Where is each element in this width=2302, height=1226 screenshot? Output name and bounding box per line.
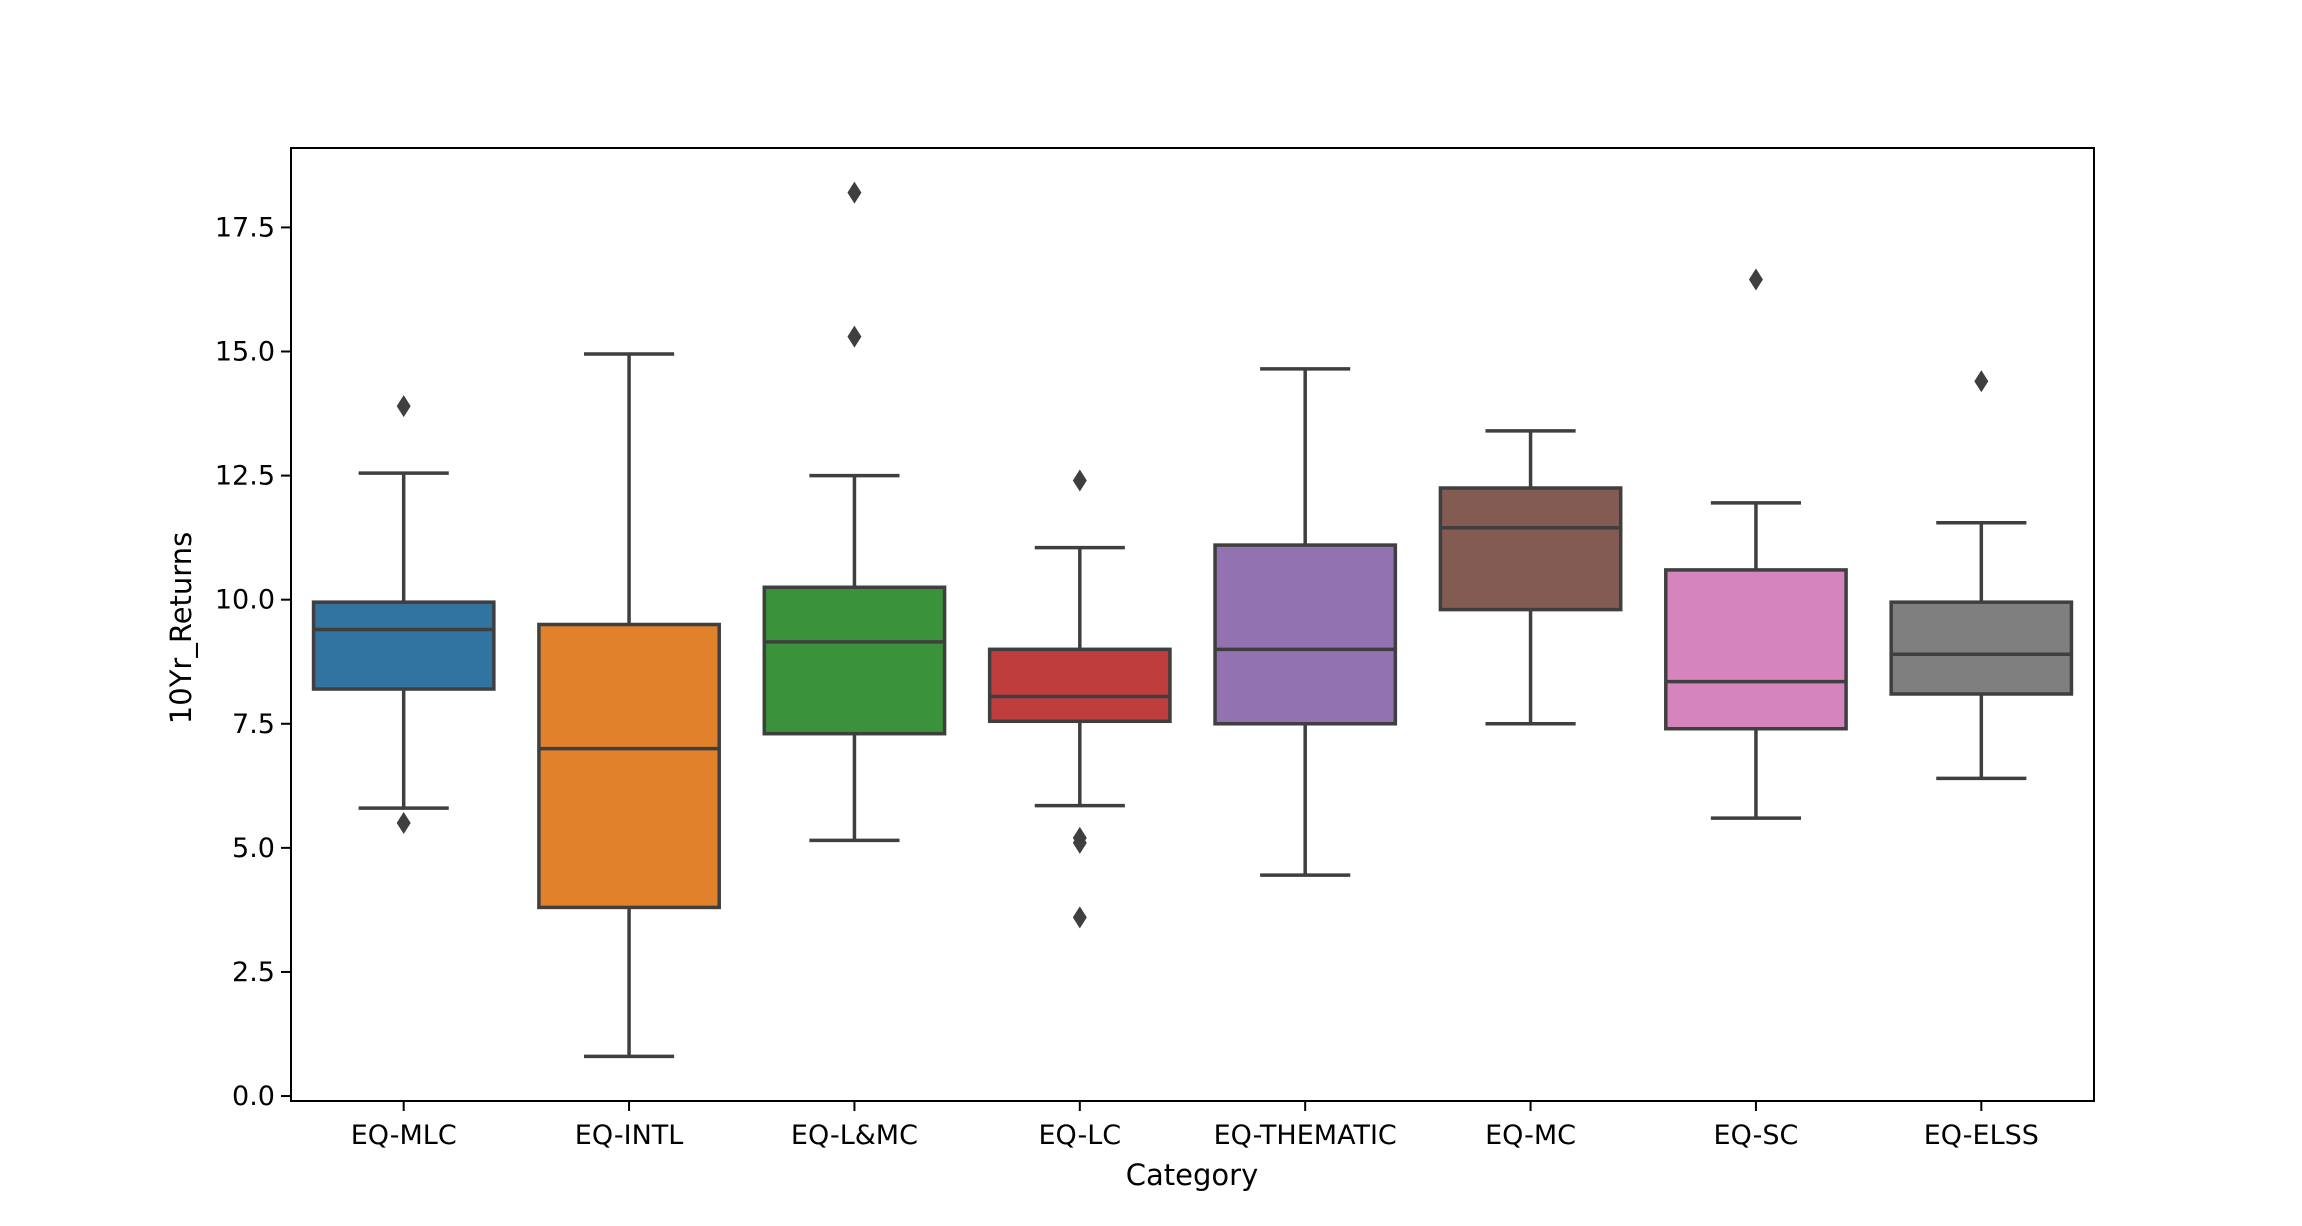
box-group <box>311 395 496 835</box>
outlier-point <box>1748 268 1763 291</box>
box-iqr <box>987 647 1172 724</box>
x-tick-label: EQ-MLC <box>351 1120 457 1151</box>
y-tick-label: 2.5 <box>232 957 275 988</box>
box-iqr <box>311 600 496 691</box>
box-group <box>1889 370 2074 781</box>
box-group <box>1664 268 1848 820</box>
x-axis: EQ-MLC EQ-INTL EQ-L&MC EQ-LC EQ-THEMATIC EQ-M… <box>351 1101 2039 1151</box>
y-tick-label: 17.5 <box>215 212 275 243</box>
outlier-point <box>1072 469 1087 492</box>
outlier-point <box>1072 906 1087 929</box>
box-iqr <box>1438 486 1623 612</box>
plot-area <box>311 181 2074 1059</box>
x-tick-label: EQ-L&MC <box>791 1120 918 1151</box>
box-group <box>987 469 1172 929</box>
plot-frame <box>290 147 2095 1102</box>
y-tick-label: 0.0 <box>232 1081 275 1112</box>
outlier-point <box>847 181 862 204</box>
y-tick-label: 10.0 <box>215 585 275 616</box>
outlier-point <box>1974 370 1989 393</box>
outlier-point <box>396 812 411 835</box>
outlier-point <box>396 395 411 418</box>
y-tick-label: 5.0 <box>232 833 275 864</box>
y-tick-label: 15.0 <box>215 337 275 368</box>
y-axis: 0.0 2.5 5.0 7.5 10.0 12.5 15.0 17.5 <box>215 212 291 1112</box>
x-tick-label: EQ-LC <box>1038 1120 1121 1151</box>
outlier-point <box>1072 831 1087 854</box>
y-axis-label: 10Yr_Returns <box>164 532 198 724</box>
box-iqr <box>762 585 947 736</box>
box-group <box>762 181 947 843</box>
x-tick-label: EQ-SC <box>1714 1120 1799 1151</box>
box-iqr <box>537 622 721 910</box>
box-group <box>537 352 721 1059</box>
box-iqr <box>1213 543 1398 726</box>
x-tick-label: EQ-ELSS <box>1924 1120 2039 1151</box>
y-tick-label: 7.5 <box>232 709 275 740</box>
box-iqr <box>1889 600 2074 696</box>
x-axis-label: Category <box>1126 1158 1258 1192</box>
x-tick-label: EQ-MC <box>1485 1120 1576 1151</box>
box-group <box>1438 429 1623 726</box>
box-group <box>1213 367 1398 877</box>
y-tick-label: 12.5 <box>215 461 275 492</box>
x-tick-label: EQ-INTL <box>575 1120 684 1151</box>
box-iqr <box>1664 568 1848 731</box>
x-tick-label: EQ-THEMATIC <box>1214 1120 1397 1151</box>
outlier-point <box>847 325 862 348</box>
